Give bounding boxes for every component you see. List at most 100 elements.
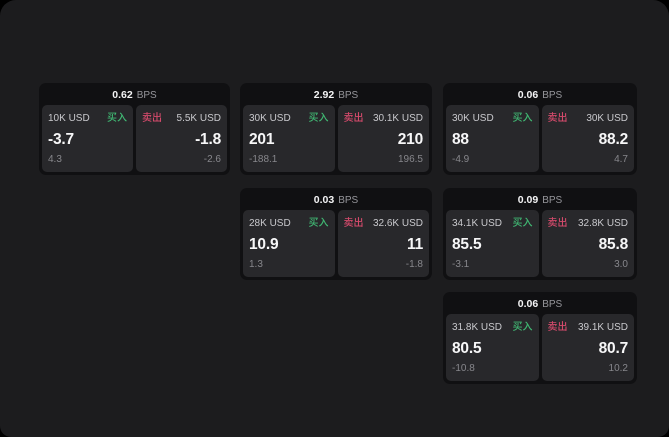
quote-panels: 30K USD 买入 88 -4.9 卖出 30K USD 88.2 4.7	[446, 105, 634, 172]
sell-change: -1.8	[405, 259, 423, 270]
quote-card: 0.06 BPS 31.8K USD 买入 80.5 -10.8 卖出 39.1…	[443, 292, 637, 384]
sell-button[interactable]: 卖出	[343, 109, 364, 124]
buy-amount: 31.8K USD	[452, 322, 503, 333]
buy-change: -3.1	[452, 259, 470, 270]
card-header: 0.03 BPS	[240, 188, 432, 210]
sell-panel-top-row: 卖出 39.1K USD	[548, 320, 629, 334]
sell-panel[interactable]: 卖出 32.6K USD 11 -1.8	[337, 210, 429, 277]
sell-panel[interactable]: 卖出 30K USD 88.2 4.7	[541, 105, 634, 172]
sell-amount: 32.6K USD	[372, 218, 423, 229]
buy-button[interactable]: 买入	[308, 109, 329, 124]
card-header: 0.62 BPS	[39, 83, 230, 105]
card-header: 2.92 BPS	[240, 83, 432, 105]
buy-change: 1.3	[249, 259, 263, 270]
sell-change: 196.5	[397, 154, 423, 165]
quote-panels: 31.8K USD 买入 80.5 -10.8 卖出 39.1K USD 80.…	[446, 314, 634, 381]
buy-panel[interactable]: 10K USD 买入 -3.7 4.3	[42, 105, 133, 172]
sell-panel-top-row: 卖出 5.5K USD	[142, 111, 221, 125]
quote-panels: 28K USD 买入 10.9 1.3 卖出 32.6K USD 11 -1.8	[243, 210, 429, 277]
buy-panel-top-row: 30K USD 买入	[249, 111, 329, 125]
sell-price: 80.7	[598, 340, 629, 357]
sell-panel[interactable]: 卖出 5.5K USD -1.8 -2.6	[136, 105, 227, 172]
bps-value: 0.06	[517, 298, 539, 310]
buy-change: 4.3	[48, 154, 62, 165]
bps-unit-label: BPS	[338, 194, 359, 206]
bps-unit-label: BPS	[338, 89, 359, 101]
buy-amount: 28K USD	[249, 218, 291, 229]
quote-panels: 34.1K USD 买入 85.5 -3.1 卖出 32.8K USD 85.8…	[446, 210, 634, 277]
card-header: 0.09 BPS	[443, 188, 637, 210]
sell-change: -2.6	[203, 154, 221, 165]
buy-button[interactable]: 买入	[512, 214, 533, 229]
bps-unit-label: BPS	[136, 89, 157, 101]
sell-price: -1.8	[195, 131, 221, 148]
bps-unit-label: BPS	[542, 298, 563, 310]
quote-panels: 10K USD 买入 -3.7 4.3 卖出 5.5K USD -1.8 -2.…	[42, 105, 227, 172]
sell-price: 11	[407, 236, 423, 253]
bps-value: 0.62	[112, 89, 133, 101]
buy-panel-top-row: 30K USD 买入	[452, 111, 533, 125]
sell-amount: 39.1K USD	[577, 322, 628, 333]
card-header: 0.06 BPS	[443, 292, 637, 314]
buy-panel-top-row: 34.1K USD 买入	[452, 216, 533, 230]
buy-price: 10.9	[249, 236, 279, 253]
buy-amount: 34.1K USD	[452, 218, 503, 229]
buy-amount: 10K USD	[48, 113, 90, 124]
quote-card: 0.09 BPS 34.1K USD 买入 85.5 -3.1 卖出 32.8K…	[443, 188, 637, 280]
buy-change: -4.9	[452, 154, 470, 165]
buy-panel-top-row: 10K USD 买入	[48, 111, 127, 125]
buy-price: 201	[249, 131, 275, 148]
buy-change: -188.1	[249, 154, 278, 165]
sell-panel[interactable]: 卖出 30.1K USD 210 196.5	[337, 105, 429, 172]
quote-card: 0.62 BPS 10K USD 买入 -3.7 4.3 卖出 5.5K USD…	[39, 83, 230, 175]
sell-amount: 30K USD	[586, 113, 628, 124]
buy-button[interactable]: 买入	[512, 318, 533, 333]
buy-change: -10.8	[452, 363, 475, 374]
sell-amount: 30.1K USD	[372, 113, 423, 124]
sell-price: 210	[397, 131, 423, 148]
buy-panel[interactable]: 28K USD 买入 10.9 1.3	[243, 210, 335, 277]
sell-button[interactable]: 卖出	[547, 109, 568, 124]
sell-change: 4.7	[614, 154, 628, 165]
sell-button[interactable]: 卖出	[343, 214, 364, 229]
sell-change: 10.2	[608, 363, 628, 374]
sell-panel-top-row: 卖出 30K USD	[548, 111, 629, 125]
sell-button[interactable]: 卖出	[142, 109, 162, 124]
buy-price: 85.5	[452, 236, 482, 253]
sell-panel[interactable]: 卖出 32.8K USD 85.8 3.0	[541, 210, 634, 277]
buy-button[interactable]: 买入	[512, 109, 533, 124]
buy-panel[interactable]: 30K USD 买入 201 -188.1	[243, 105, 335, 172]
buy-price: -3.7	[48, 131, 74, 148]
sell-panel[interactable]: 卖出 39.1K USD 80.7 10.2	[541, 314, 634, 381]
bps-value: 2.92	[313, 89, 335, 101]
buy-price: 80.5	[452, 340, 482, 357]
buy-button[interactable]: 买入	[308, 214, 329, 229]
quote-card: 0.03 BPS 28K USD 买入 10.9 1.3 卖出 32.6K US…	[240, 188, 432, 280]
bps-unit-label: BPS	[542, 89, 563, 101]
buy-panel-top-row: 31.8K USD 买入	[452, 320, 533, 334]
bps-value: 0.06	[517, 89, 539, 101]
quote-panels: 30K USD 买入 201 -188.1 卖出 30.1K USD 210 1…	[243, 105, 429, 172]
sell-change: 3.0	[614, 259, 628, 270]
buy-panel-top-row: 28K USD 买入	[249, 216, 329, 230]
buy-button[interactable]: 买入	[107, 109, 127, 124]
bps-value: 0.03	[313, 194, 335, 206]
sell-button[interactable]: 卖出	[547, 318, 568, 333]
buy-panel[interactable]: 30K USD 买入 88 -4.9	[446, 105, 539, 172]
bps-unit-label: BPS	[542, 194, 563, 206]
bps-value: 0.09	[517, 194, 539, 206]
sell-amount: 5.5K USD	[176, 113, 221, 124]
quote-card: 2.92 BPS 30K USD 买入 201 -188.1 卖出 30.1K …	[240, 83, 432, 175]
buy-amount: 30K USD	[249, 113, 291, 124]
sell-panel-top-row: 卖出 30.1K USD	[344, 111, 424, 125]
buy-panel[interactable]: 34.1K USD 买入 85.5 -3.1	[446, 210, 539, 277]
sell-panel-top-row: 卖出 32.8K USD	[548, 216, 629, 230]
card-header: 0.06 BPS	[443, 83, 637, 105]
sell-price: 85.8	[598, 236, 629, 253]
sell-amount: 32.8K USD	[577, 218, 628, 229]
buy-price: 88	[452, 131, 469, 148]
buy-panel[interactable]: 31.8K USD 买入 80.5 -10.8	[446, 314, 539, 381]
sell-button[interactable]: 卖出	[547, 214, 568, 229]
sell-panel-top-row: 卖出 32.6K USD	[344, 216, 424, 230]
